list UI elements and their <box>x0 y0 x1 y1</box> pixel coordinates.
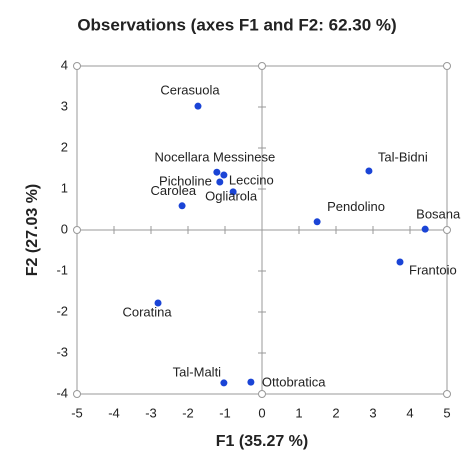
point <box>247 378 255 386</box>
x-tick-label: -4 <box>108 405 120 420</box>
axis-end-marker <box>443 62 451 70</box>
axis-end-marker <box>73 390 81 398</box>
y-tick-label: 4 <box>61 57 68 72</box>
chart-title: Observations (axes F1 and F2: 62.30 %) <box>77 15 396 34</box>
axis-end-marker <box>258 62 266 70</box>
y-tick-label: 0 <box>61 221 68 236</box>
axis-end-marker <box>443 226 451 234</box>
x-axis-title: F1 (35.27 %) <box>216 433 308 450</box>
point <box>216 178 224 186</box>
point-label: Frantoio <box>409 262 457 277</box>
point-label: Coratina <box>122 304 172 319</box>
point-label: Picholine <box>159 173 212 188</box>
point <box>313 218 321 226</box>
point <box>220 171 228 179</box>
y-tick-label: -3 <box>56 344 68 359</box>
point <box>154 299 162 307</box>
x-tick-label: 1 <box>295 405 302 420</box>
x-tick-label: -5 <box>71 405 83 420</box>
point <box>421 225 429 233</box>
point-label: Ogliarola <box>205 188 258 203</box>
x-tick-label: 2 <box>332 405 339 420</box>
point-label: Carolea <box>151 183 197 198</box>
x-tick-label: 4 <box>406 405 413 420</box>
y-tick-label: -2 <box>56 303 68 318</box>
x-tick-label: -3 <box>145 405 157 420</box>
x-tick-label: 0 <box>258 405 265 420</box>
point-label: Leccino <box>229 172 274 187</box>
point-label: Cerasuola <box>160 83 220 98</box>
point-label: Tal-Bidni <box>378 149 428 164</box>
y-tick-label: 1 <box>61 180 68 195</box>
axis-end-marker <box>73 226 81 234</box>
y-tick-label: 3 <box>61 98 68 113</box>
y-axis-title: F2 (27.03 %) <box>24 184 41 276</box>
point <box>396 258 404 266</box>
point-label: Pendolino <box>327 199 385 214</box>
point-label: Nocellara Messinese <box>155 150 276 165</box>
axis-end-marker <box>443 390 451 398</box>
point <box>213 168 221 176</box>
x-tick-label: 3 <box>369 405 376 420</box>
y-tick-label: -1 <box>56 262 68 277</box>
x-tick-label: 5 <box>443 405 450 420</box>
x-tick-label: -1 <box>219 405 231 420</box>
point <box>220 379 228 387</box>
point <box>365 167 373 175</box>
point-label: Tal-Malti <box>173 364 222 379</box>
point <box>229 188 237 196</box>
axis-end-marker <box>73 62 81 70</box>
point-label: Bosana <box>416 207 461 222</box>
point <box>194 102 202 110</box>
point <box>178 202 186 210</box>
y-tick-label: -4 <box>56 385 68 400</box>
axis-end-marker <box>258 390 266 398</box>
point-label: Ottobratica <box>262 375 326 390</box>
x-tick-label: -2 <box>182 405 194 420</box>
y-tick-label: 2 <box>61 139 68 154</box>
